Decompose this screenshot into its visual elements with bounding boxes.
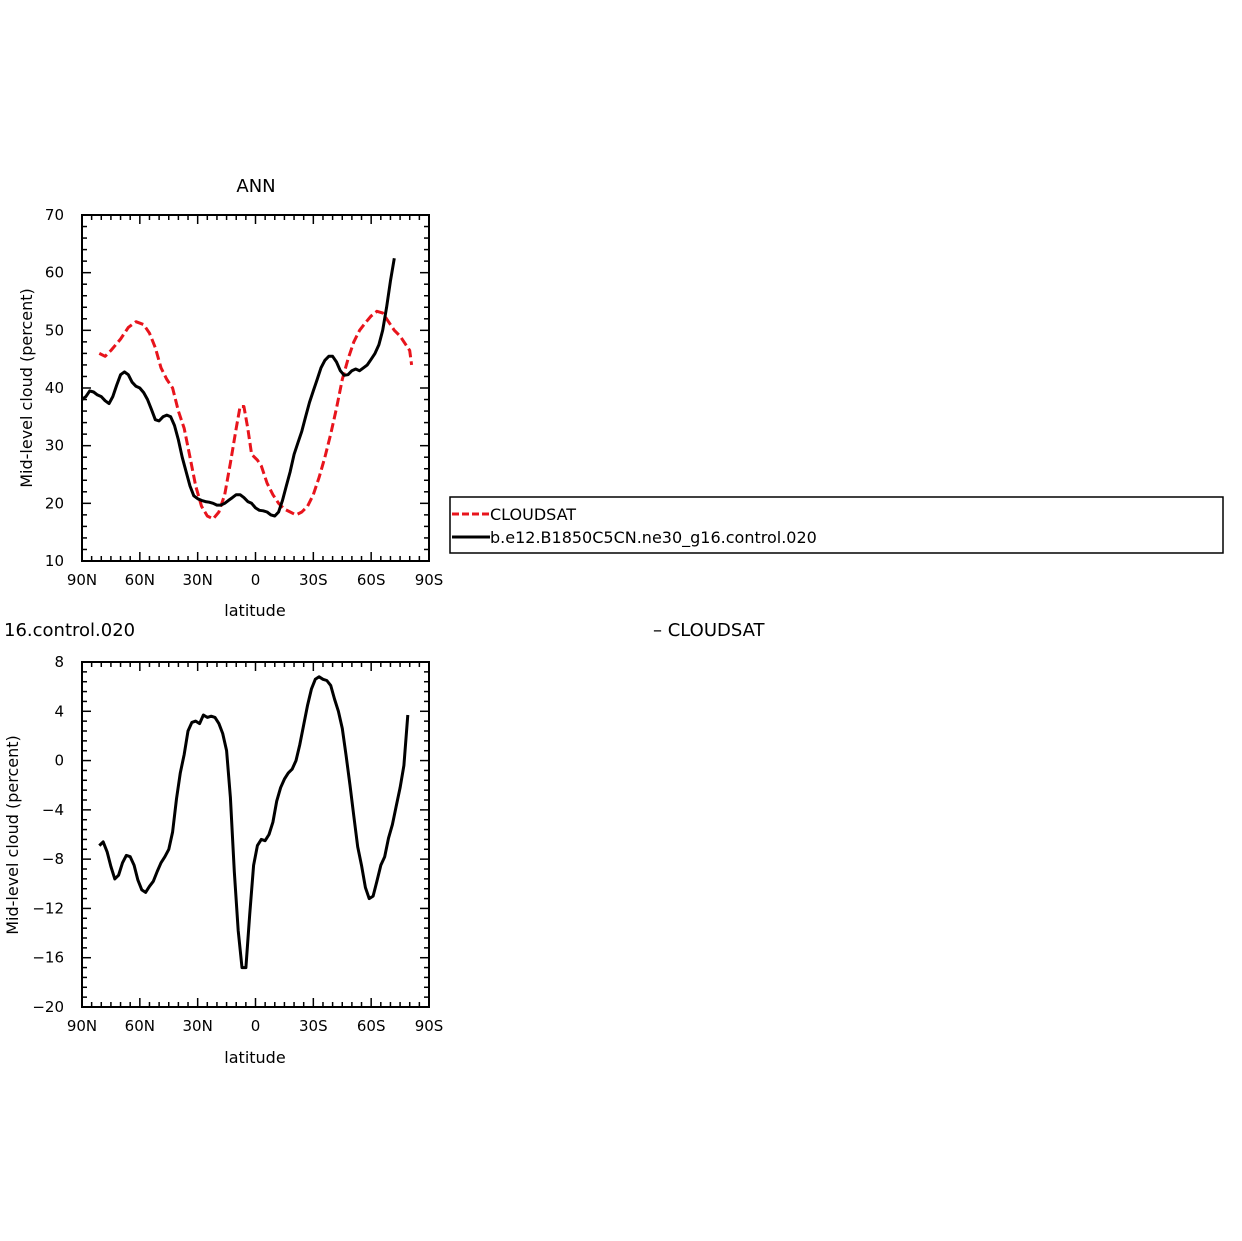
bottom-chart-title: 16.control.020 <box>4 620 135 641</box>
bottom-x-tick-label: 30S <box>299 1017 328 1035</box>
top-y-tick-label: 10 <box>45 552 64 570</box>
bottom-y-tick-label: −12 <box>32 899 64 917</box>
top-series-line-1 <box>81 258 396 518</box>
bottom-y-tick-label: −20 <box>32 998 64 1016</box>
bottom-y-axis-label: Mid-level cloud (percent) <box>3 735 22 935</box>
top-y-tick-label: 60 <box>45 264 64 282</box>
top-x-tick-label: 90N <box>67 571 97 589</box>
top-series-line-0 <box>98 309 414 521</box>
bottom-y-tick-label: −4 <box>42 801 64 819</box>
top-axis-ticks: 90N 60N 30N 0 30S 60S 90S 10 20 30 40 50 60 70 <box>45 206 443 589</box>
top-x-axis-label: latitude <box>224 601 285 620</box>
bottom-y-tick-label: −8 <box>42 850 64 868</box>
bottom-series-line-0 <box>98 675 410 970</box>
bottom-y-tick-label: 4 <box>54 702 64 720</box>
legend-label-cloudsat: CLOUDSAT <box>490 505 576 524</box>
bottom-y-tick-label: 8 <box>54 653 64 671</box>
bottom-axis-ticks: 90N 60N 30N 0 30S 60S 90S −20 −16 −12 −8 −4 0 4 8 <box>32 653 443 1035</box>
top-x-tick-label: 60N <box>125 571 155 589</box>
bottom-series-group <box>98 675 410 970</box>
bottom-x-tick-label: 30N <box>183 1017 213 1035</box>
top-y-tick-label: 20 <box>45 494 64 512</box>
bottom-x-axis-label: latitude <box>224 1048 285 1067</box>
bottom-x-tick-label: 60N <box>125 1017 155 1035</box>
top-x-tick-label: 90S <box>415 571 444 589</box>
top-plot-frame <box>81 214 430 562</box>
top-x-tick-label: 60S <box>357 571 386 589</box>
top-series-group <box>81 258 414 521</box>
legend-box <box>449 496 1224 554</box>
top-x-tick-label: 30S <box>299 571 328 589</box>
bottom-y-tick-label: 0 <box>54 752 64 770</box>
top-x-tick-label: 0 <box>251 571 261 589</box>
top-y-tick-label: 50 <box>45 321 64 339</box>
top-y-tick-label: 70 <box>45 206 64 224</box>
top-x-tick-label: 30N <box>183 571 213 589</box>
top-chart-title: ANN <box>236 176 275 197</box>
legend-label-model: b.e12.B1850C5CN.ne30_g16.control.020 <box>490 528 817 548</box>
bottom-x-tick-label: 90S <box>415 1017 444 1035</box>
bottom-x-tick-label: 90N <box>67 1017 97 1035</box>
legend: CLOUDSAT b.e12.B1850C5CN.ne30_g16.contro… <box>449 496 1224 554</box>
top-y-tick-label: 30 <box>45 437 64 455</box>
bottom-x-tick-label: 0 <box>251 1017 261 1035</box>
top-y-tick-label: 40 <box>45 379 64 397</box>
bottom-plot-frame <box>81 661 430 1008</box>
bottom-chart-title-right: – CLOUDSAT <box>653 620 766 641</box>
bottom-x-tick-label: 60S <box>357 1017 386 1035</box>
bottom-panel: 16.control.020 – CLOUDSAT 90N 60N 30N 0 30S 6… <box>3 620 766 1067</box>
top-panel: ANN 90N 60N 30N 0 30S 60S 90S 10 20 30 40 50 60 70 la… <box>17 176 443 620</box>
top-y-axis-label: Mid-level cloud (percent) <box>17 288 36 488</box>
bottom-y-tick-label: −16 <box>32 949 64 967</box>
